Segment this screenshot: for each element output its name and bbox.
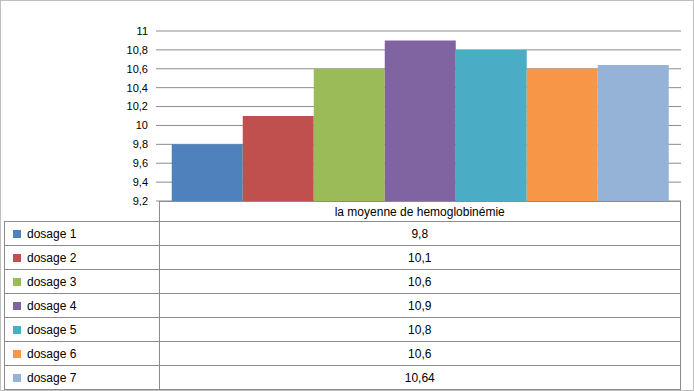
html-text:dosage 1: dosage 1: [27, 226, 77, 241]
html-text:la moyenne de hemoglobinémie: la moyenne de hemoglobinémie: [334, 204, 505, 219]
html-text:10,6: 10,6: [408, 274, 432, 289]
html-text:10,64: 10,64: [404, 370, 435, 385]
html-text:10,1: 10,1: [408, 250, 432, 265]
html-text:dosage 2: dosage 2: [27, 250, 77, 265]
html-text:10,6: 10,6: [408, 346, 432, 361]
svg-text:10,4: 10,4: [127, 82, 148, 94]
svg-text:10: 10: [136, 119, 148, 131]
html-text:dosage 6: dosage 6: [27, 346, 77, 361]
svg-text:11: 11: [137, 25, 148, 37]
html-text:10,9: 10,9: [408, 298, 432, 313]
html-text:dosage 3: dosage 3: [27, 274, 77, 289]
html-text:dosage 4: dosage 4: [27, 298, 77, 313]
html-text:10,8: 10,8: [408, 322, 432, 337]
svg-text:10,6: 10,6: [127, 63, 148, 75]
svg-text:10,8: 10,8: [127, 44, 148, 56]
svg-text:9,2: 9,2: [133, 195, 148, 206]
html-text:dosage 5: dosage 5: [27, 322, 77, 337]
svg-text:9,4: 9,4: [133, 176, 148, 188]
svg-text:10,2: 10,2: [127, 100, 148, 112]
svg-text:9,8: 9,8: [133, 138, 148, 150]
html-text:9,8: 9,8: [411, 226, 429, 241]
svg-text:9,6: 9,6: [133, 157, 148, 169]
html-text:dosage 7: dosage 7: [27, 370, 77, 385]
